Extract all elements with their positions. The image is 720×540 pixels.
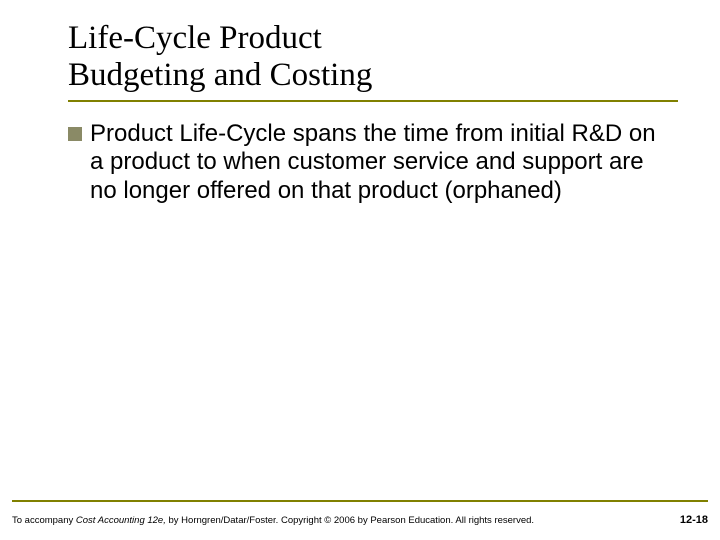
page-number: 12-18 — [680, 514, 708, 526]
title-line-2: Budgeting and Costing — [68, 57, 372, 93]
footer-divider — [12, 500, 708, 502]
square-bullet-icon — [68, 127, 82, 141]
bullet-item: Product Life-Cycle spans the time from i… — [68, 120, 660, 205]
slide: Life-Cycle Product Budgeting and Costing… — [0, 0, 720, 540]
slide-title: Life-Cycle Product Budgeting and Costing — [68, 20, 720, 94]
footer-attribution: To accompany Cost Accounting 12e, by Hor… — [12, 515, 534, 526]
title-line-1: Life-Cycle Product — [68, 20, 322, 56]
footer-prefix: To accompany — [12, 515, 76, 526]
footer: To accompany Cost Accounting 12e, by Hor… — [12, 514, 708, 526]
footer-italic: Cost Accounting 12e, — [76, 515, 166, 526]
body-block: Product Life-Cycle spans the time from i… — [0, 102, 720, 205]
title-block: Life-Cycle Product Budgeting and Costing — [0, 20, 720, 102]
bullet-text: Product Life-Cycle spans the time from i… — [90, 120, 660, 205]
footer-suffix: by Horngren/Datar/Foster. Copyright © 20… — [166, 515, 534, 526]
